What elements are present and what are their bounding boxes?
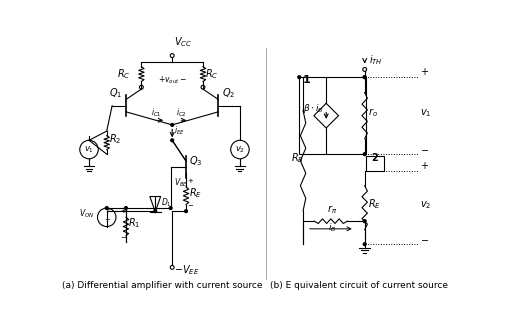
Text: $Q_3$: $Q_3$ [189,154,203,168]
Circle shape [154,210,157,212]
Text: $r_\pi$: $r_\pi$ [327,204,337,216]
Text: 2: 2 [371,153,378,163]
Text: $i_{C1}$: $i_{C1}$ [150,107,162,119]
Circle shape [106,207,108,209]
Text: $R_B$: $R_B$ [291,151,304,164]
Text: $R_C$: $R_C$ [117,67,131,81]
Text: $V_{BE}$: $V_{BE}$ [174,177,188,189]
Text: $i_{TH}$: $i_{TH}$ [369,53,382,67]
Text: $\beta \cdot i_B$: $\beta \cdot i_B$ [303,102,324,115]
Circle shape [363,76,366,78]
Circle shape [298,76,300,78]
Text: (b) E quivalent circuit of current source: (b) E quivalent circuit of current sourc… [270,281,447,290]
Text: $-$: $-$ [120,233,127,239]
Circle shape [185,210,187,212]
Text: $R_1$: $R_1$ [128,216,141,230]
Text: $R_C$: $R_C$ [206,67,219,81]
Circle shape [125,207,127,209]
Circle shape [171,139,174,142]
Text: $Q_2$: $Q_2$ [222,86,235,100]
Text: $+$: $+$ [187,177,194,185]
Text: $i_{C2}$: $i_{C2}$ [176,107,187,119]
Text: $v_2$: $v_2$ [420,200,431,211]
Circle shape [171,124,174,126]
Text: $-$: $-$ [420,234,429,244]
Text: $+$: $+$ [420,66,429,77]
Bar [366,156,384,171]
Circle shape [363,243,366,246]
Text: $D_1$: $D_1$ [162,197,172,209]
Text: $-$: $-$ [420,144,429,154]
Text: $i_B$: $i_B$ [328,221,337,234]
Text: $+$: $+$ [104,205,111,214]
Text: $i_{EE}$: $i_{EE}$ [175,124,185,137]
Text: $R_E$: $R_E$ [368,198,381,211]
Text: (a) Differential amplifier with current source: (a) Differential amplifier with current … [62,281,263,290]
Text: $v_1$: $v_1$ [420,108,431,120]
Text: $Q_1$: $Q_1$ [109,86,122,100]
Text: 1: 1 [303,75,311,84]
Text: $V_{ON}$: $V_{ON}$ [79,208,94,220]
Text: $+$: $+$ [120,206,127,215]
Bar [299,77,366,154]
Circle shape [169,207,172,209]
Text: $V_{CC}$: $V_{CC}$ [175,36,192,50]
Text: $-V_{EE}$: $-V_{EE}$ [175,264,200,277]
Text: $v_1$: $v_1$ [84,144,94,155]
Text: $+$: $+$ [420,160,429,171]
Circle shape [363,76,366,78]
Circle shape [363,153,366,155]
Text: $R_2$: $R_2$ [109,133,121,146]
Text: $r_o$: $r_o$ [368,107,378,120]
Circle shape [363,220,366,222]
Text: $v_2$: $v_2$ [235,144,245,155]
Text: $R_E$: $R_E$ [189,186,202,200]
Text: $-$: $-$ [104,215,111,221]
Text: $+v_{out}-$: $+v_{out}-$ [158,74,187,86]
Text: $-$: $-$ [187,201,194,207]
